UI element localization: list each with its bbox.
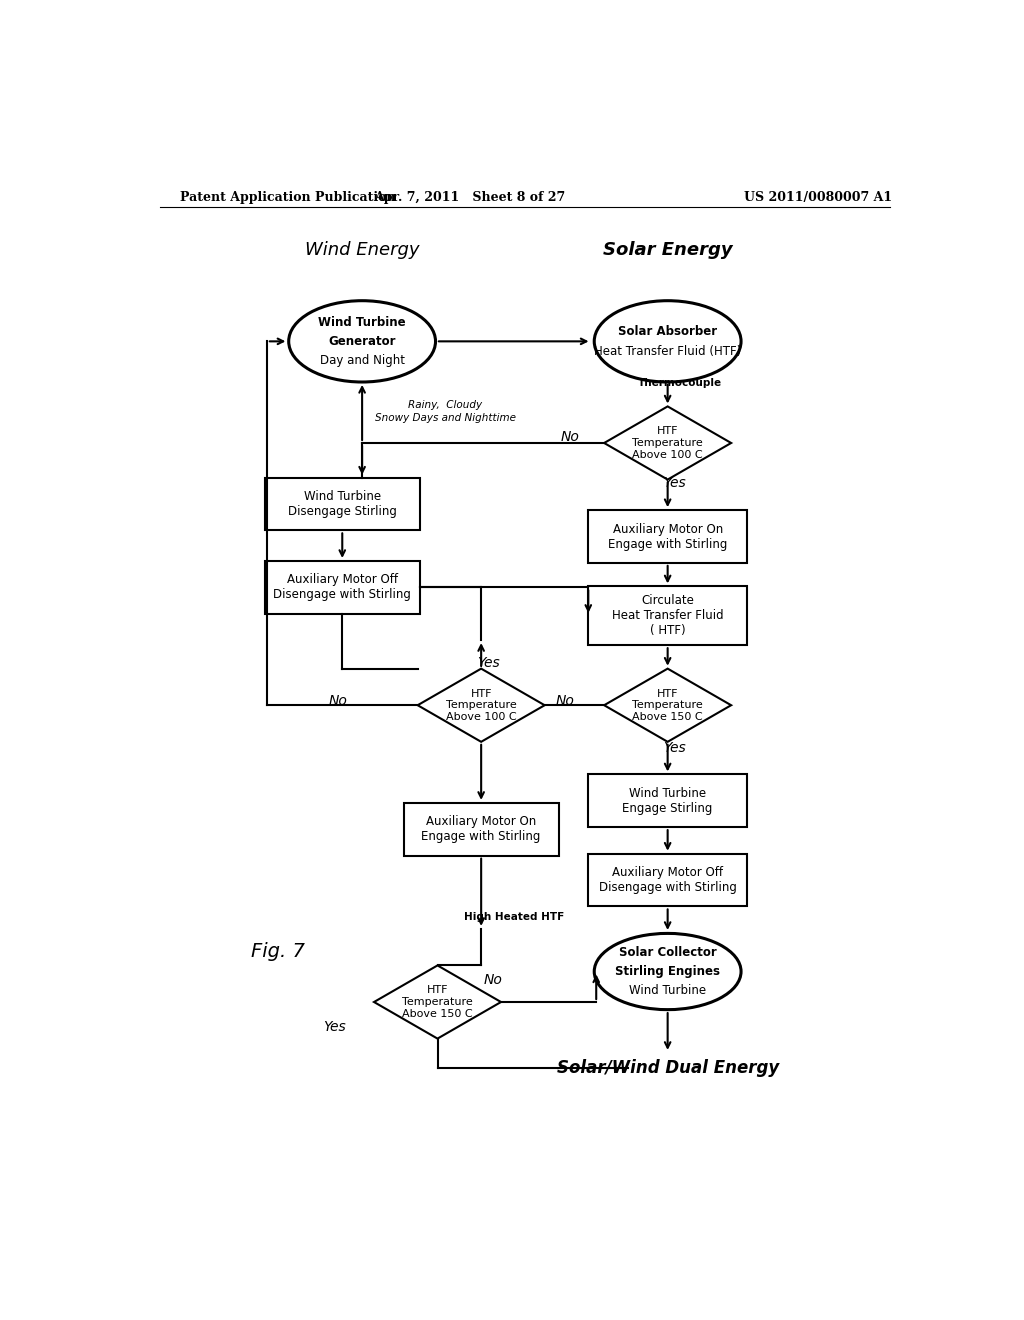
- Text: Thermocouple: Thermocouple: [638, 378, 722, 388]
- Text: High Heated HTF: High Heated HTF: [464, 912, 564, 921]
- Text: Yes: Yes: [323, 1020, 346, 1035]
- Text: Heat Transfer Fluid (HTF): Heat Transfer Fluid (HTF): [594, 345, 741, 358]
- Text: Auxiliary Motor Off
Disengage with Stirling: Auxiliary Motor Off Disengage with Stirl…: [273, 573, 412, 602]
- Bar: [403, 803, 558, 855]
- Bar: [265, 561, 420, 614]
- Text: Generator: Generator: [329, 335, 396, 348]
- Text: Auxiliary Motor On
Engage with Stirling: Auxiliary Motor On Engage with Stirling: [422, 816, 541, 843]
- Text: Apr. 7, 2011   Sheet 8 of 27: Apr. 7, 2011 Sheet 8 of 27: [374, 190, 565, 203]
- Text: Wind Turbine: Wind Turbine: [318, 315, 406, 329]
- Bar: [265, 478, 420, 531]
- Text: Circulate
Heat Transfer Fluid
( HTF): Circulate Heat Transfer Fluid ( HTF): [611, 594, 724, 638]
- Text: HTF
Temperature
Above 150 C: HTF Temperature Above 150 C: [632, 689, 703, 722]
- Text: Solar Energy: Solar Energy: [603, 240, 732, 259]
- Text: Auxiliary Motor On
Engage with Stirling: Auxiliary Motor On Engage with Stirling: [608, 523, 727, 550]
- Text: Wind Turbine
Engage Stirling: Wind Turbine Engage Stirling: [623, 787, 713, 814]
- Bar: [588, 586, 748, 645]
- Text: Wind Turbine: Wind Turbine: [629, 985, 707, 998]
- Text: Snowy Days and Nighttime: Snowy Days and Nighttime: [375, 413, 516, 422]
- Text: Patent Application Publication: Patent Application Publication: [179, 190, 395, 203]
- Text: HTF
Temperature
Above 100 C: HTF Temperature Above 100 C: [632, 426, 703, 459]
- Text: Yes: Yes: [477, 656, 500, 669]
- Text: US 2011/0080007 A1: US 2011/0080007 A1: [744, 190, 893, 203]
- Text: Yes: Yes: [664, 475, 686, 490]
- Text: Auxiliary Motor Off
Disengage with Stirling: Auxiliary Motor Off Disengage with Stirl…: [599, 866, 736, 894]
- Text: Yes: Yes: [664, 741, 686, 755]
- Text: Fig. 7: Fig. 7: [251, 941, 305, 961]
- Text: Wind Turbine
Disengage Stirling: Wind Turbine Disengage Stirling: [288, 490, 396, 517]
- Text: HTF
Temperature
Above 100 C: HTF Temperature Above 100 C: [445, 689, 516, 722]
- Text: Rainy,  Cloudy: Rainy, Cloudy: [409, 400, 482, 411]
- Text: Wind Energy: Wind Energy: [305, 240, 420, 259]
- Text: No: No: [483, 973, 503, 986]
- Bar: [588, 854, 748, 907]
- Text: Stirling Engines: Stirling Engines: [615, 965, 720, 978]
- Text: Day and Night: Day and Night: [319, 354, 404, 367]
- Text: No: No: [560, 430, 580, 444]
- Bar: [588, 775, 748, 828]
- Text: No: No: [556, 694, 574, 708]
- Bar: [588, 510, 748, 562]
- Text: No: No: [329, 694, 348, 708]
- Text: Solar/Wind Dual Energy: Solar/Wind Dual Energy: [556, 1059, 779, 1077]
- Text: HTF
Temperature
Above 150 C: HTF Temperature Above 150 C: [402, 986, 473, 1019]
- Text: Solar Collector: Solar Collector: [618, 945, 717, 958]
- Text: Solar Absorber: Solar Absorber: [618, 325, 717, 338]
